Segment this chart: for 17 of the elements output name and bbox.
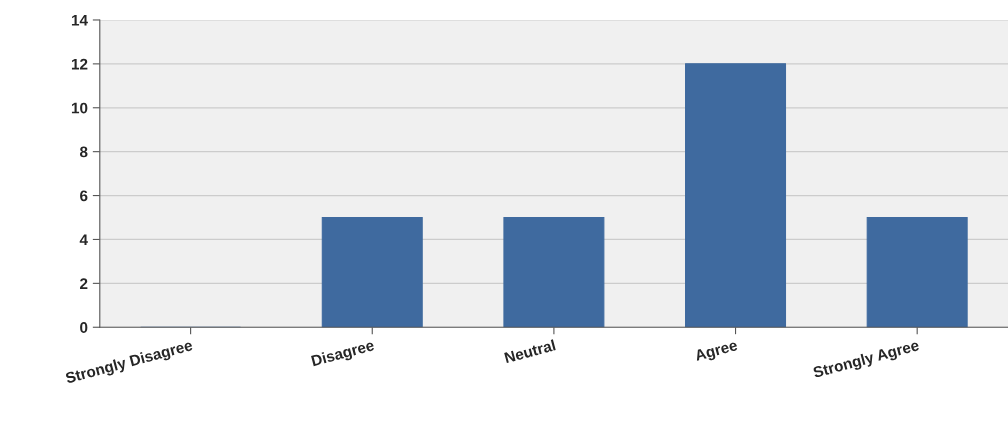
bar [321,216,423,328]
bar [685,63,787,328]
y-tick-label: 0 [80,322,88,333]
bar [503,216,605,328]
x-tick-label: Neutral [504,339,556,364]
x-tick-label: Strongly Agree [812,339,921,381]
y-tick-label: 6 [80,190,88,202]
y-tick-label: 2 [80,278,88,289]
y-tick-label: 8 [79,146,88,158]
y-tick-label: 4 [79,234,88,245]
bar [866,216,968,328]
y-tick-label: 12 [71,58,88,70]
y-tick-label: 10 [71,102,88,114]
x-tick-label: Strongly Disagree [64,339,194,387]
x-tick-label: Disagree [310,339,376,370]
x-tick-label: Agree [694,339,739,364]
y-tick-label: 14 [71,15,88,26]
